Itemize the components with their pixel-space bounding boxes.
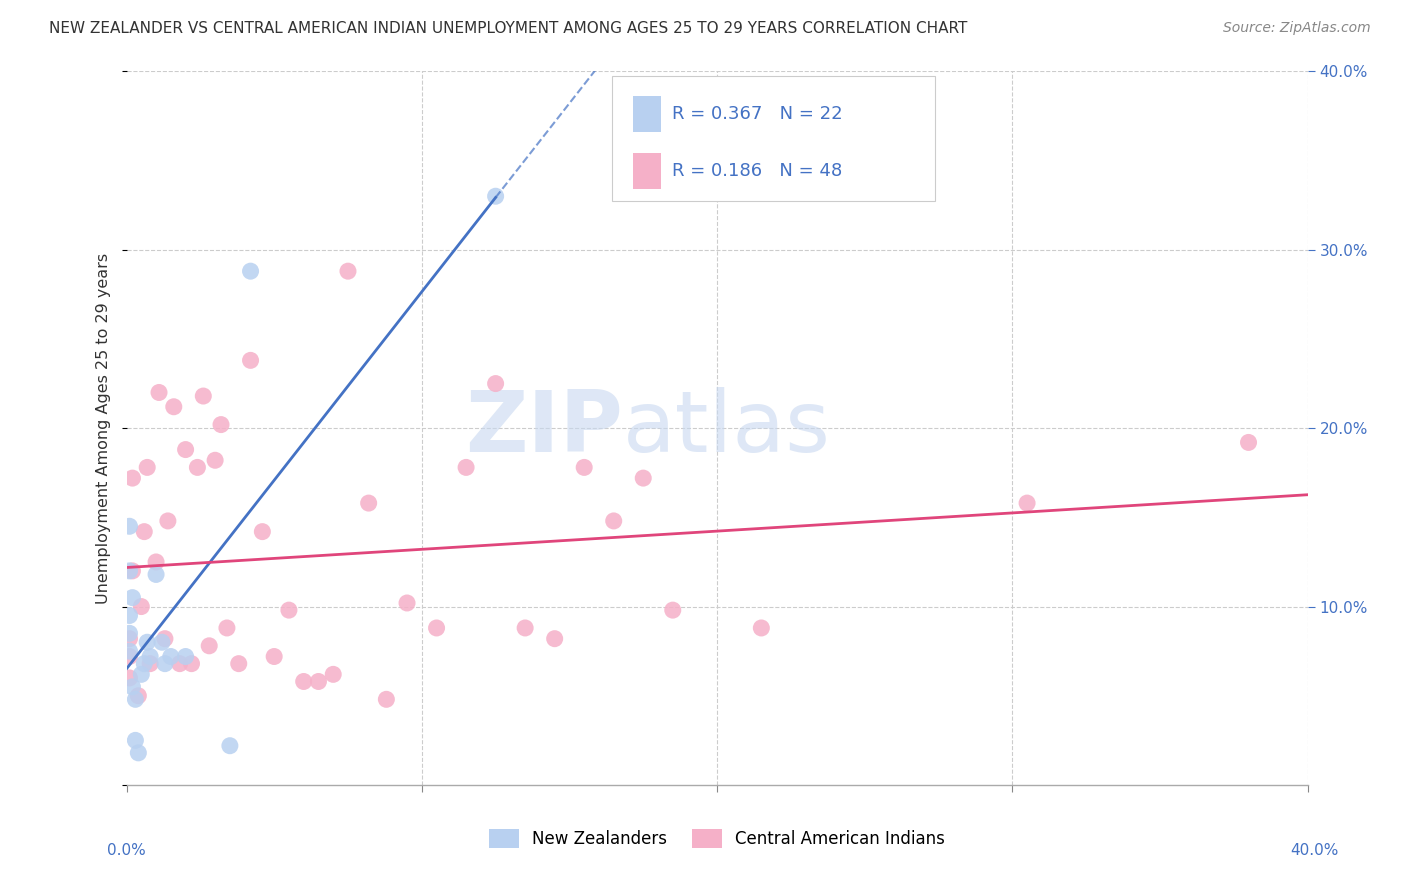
Point <box>252 524 274 539</box>
Text: ZIP: ZIP <box>465 386 623 470</box>
Point <box>308 674 330 689</box>
Point <box>127 689 149 703</box>
Point <box>129 667 153 681</box>
Point <box>118 644 141 658</box>
Point <box>633 471 655 485</box>
Point <box>337 264 360 278</box>
Point <box>124 692 146 706</box>
Text: 0.0%: 0.0% <box>107 843 146 858</box>
Point <box>603 514 626 528</box>
Point <box>515 621 537 635</box>
Point <box>180 657 202 671</box>
Point <box>118 671 141 685</box>
Point <box>156 514 179 528</box>
Point <box>204 453 226 467</box>
Point <box>160 649 183 664</box>
Point <box>174 442 197 457</box>
Text: 40.0%: 40.0% <box>1291 843 1339 858</box>
Point <box>219 739 242 753</box>
Text: NEW ZEALANDER VS CENTRAL AMERICAN INDIAN UNEMPLOYMENT AMONG AGES 25 TO 29 YEARS : NEW ZEALANDER VS CENTRAL AMERICAN INDIAN… <box>49 21 967 36</box>
Point <box>278 603 301 617</box>
Point <box>124 733 146 747</box>
Point <box>292 674 315 689</box>
Point <box>169 657 191 671</box>
Point <box>174 649 197 664</box>
Point <box>139 649 162 664</box>
Text: R = 0.186   N = 48: R = 0.186 N = 48 <box>672 162 842 180</box>
Point <box>121 564 143 578</box>
Legend: New Zealanders, Central American Indians: New Zealanders, Central American Indians <box>482 822 952 855</box>
Point <box>228 657 250 671</box>
Point <box>145 555 167 569</box>
Point <box>198 639 221 653</box>
Point <box>263 649 285 664</box>
Point <box>136 460 159 475</box>
Point <box>121 680 143 694</box>
Point <box>484 376 508 391</box>
Point <box>134 657 156 671</box>
Point <box>484 189 508 203</box>
Point <box>134 524 156 539</box>
Text: atlas: atlas <box>623 386 831 470</box>
Point <box>129 599 153 614</box>
Point <box>239 264 262 278</box>
Point <box>425 621 447 635</box>
Point <box>118 626 141 640</box>
Point <box>456 460 478 475</box>
Point <box>153 632 176 646</box>
Point <box>118 632 141 646</box>
Point <box>322 667 344 681</box>
Point <box>148 385 170 400</box>
Point <box>239 353 262 368</box>
Point <box>121 591 143 605</box>
Point <box>118 519 141 533</box>
Point <box>357 496 380 510</box>
Point <box>215 621 238 635</box>
Point <box>153 657 176 671</box>
Y-axis label: Unemployment Among Ages 25 to 29 years: Unemployment Among Ages 25 to 29 years <box>96 252 111 604</box>
Point <box>396 596 419 610</box>
Point <box>121 471 143 485</box>
Point <box>751 621 773 635</box>
Text: R = 0.367   N = 22: R = 0.367 N = 22 <box>672 105 842 123</box>
Point <box>145 567 167 582</box>
Point <box>1017 496 1039 510</box>
Point <box>193 389 215 403</box>
Point <box>574 460 596 475</box>
Point <box>150 635 173 649</box>
Point <box>163 400 186 414</box>
Point <box>662 603 685 617</box>
Point <box>118 608 141 623</box>
Point <box>186 460 208 475</box>
Point <box>127 746 149 760</box>
Point <box>1237 435 1260 450</box>
Point <box>118 564 141 578</box>
Point <box>136 635 159 649</box>
Point <box>118 649 141 664</box>
Point <box>209 417 232 432</box>
Text: Source: ZipAtlas.com: Source: ZipAtlas.com <box>1223 21 1371 35</box>
Point <box>543 632 565 646</box>
Point <box>139 657 162 671</box>
Point <box>375 692 398 706</box>
